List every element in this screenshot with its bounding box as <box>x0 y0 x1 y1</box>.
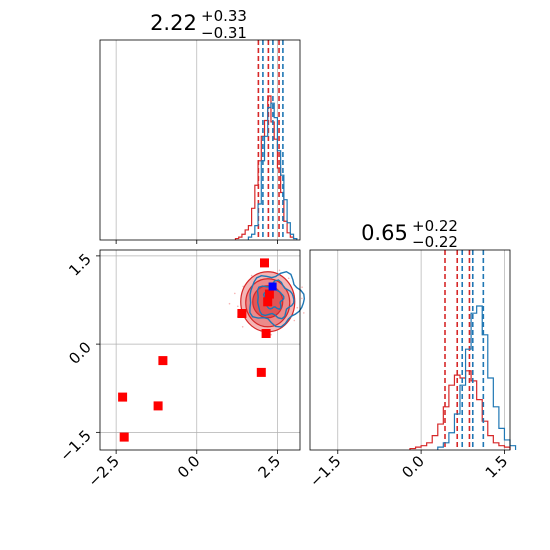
blue-square-marker <box>268 282 277 291</box>
top-hist-blue <box>247 102 298 240</box>
scatter-sample-dot <box>293 319 296 322</box>
red-square-marker <box>118 392 128 402</box>
scatter-sample-dot <box>287 277 290 280</box>
right-title-main: 0.65 <box>361 221 408 245</box>
right-hist-red <box>409 370 511 450</box>
top-frame <box>99 39 301 241</box>
top-histogram-panel <box>99 39 301 244</box>
scatter-sample-dot <box>301 286 303 289</box>
red-square-marker <box>264 289 274 299</box>
right-x-tick-label: 1.5 <box>482 452 512 482</box>
right-panel-title: 0.65 +0.22 −0.22 <box>361 216 463 251</box>
right-hist-blue <box>437 305 517 450</box>
red-square-marker <box>261 329 271 338</box>
red-square-marker <box>158 356 168 366</box>
top-panel-title: 2.22 +0.33 −0.31 <box>150 6 252 42</box>
scatter-sample-dot <box>241 326 244 328</box>
top-title-sub: −0.31 <box>201 24 247 42</box>
red-square-marker <box>260 258 269 268</box>
blue-contour-mid <box>256 279 295 320</box>
scatter-sample-dot <box>234 292 236 295</box>
scatter-sample-dot <box>237 305 239 308</box>
red-square-marker <box>237 309 247 318</box>
top-title-sup: +0.33 <box>201 7 247 25</box>
right-x-tick-label: −1.5 <box>306 452 344 490</box>
scatter-y-tick-label: 0.0 <box>65 338 95 368</box>
right-title-sup: +0.22 <box>412 217 458 235</box>
scatter-sample-dot <box>296 306 299 309</box>
scatter-panel: −2.5 0.0 2.5 −1.5 0.0 1.5 <box>56 249 306 491</box>
right-x-tick-label: 0.0 <box>398 452 428 482</box>
scatter-frame <box>99 249 301 451</box>
red-square-marker <box>119 432 129 442</box>
top-title-main: 2.22 <box>150 11 197 35</box>
scatter-x-tick-label: −2.5 <box>84 452 122 490</box>
blue-contour-outer <box>249 270 306 328</box>
scatter-x-tick-label: 2.5 <box>255 452 285 482</box>
scatter-sample-dot <box>301 297 303 300</box>
scatter-sample-dot <box>303 312 305 314</box>
scatter-sample-dot <box>250 274 253 277</box>
scatter-x-tick-label: 0.0 <box>174 452 204 482</box>
scatter-sample-dot <box>278 269 281 272</box>
top-hist-red <box>234 95 298 240</box>
red-square-marker <box>263 297 273 307</box>
scatter-y-tick-label: 1.5 <box>65 250 95 280</box>
scatter-sample-dot <box>270 333 272 336</box>
scatter-y-tick-label: −1.5 <box>56 426 94 464</box>
right-frame <box>309 249 511 451</box>
right-histogram-panel: −1.5 0.0 1.5 <box>306 249 517 491</box>
scatter-sample-dot <box>228 302 231 305</box>
red-square-marker <box>153 401 163 411</box>
right-title-sub: −0.22 <box>412 233 458 251</box>
red-square-marker <box>256 367 266 377</box>
